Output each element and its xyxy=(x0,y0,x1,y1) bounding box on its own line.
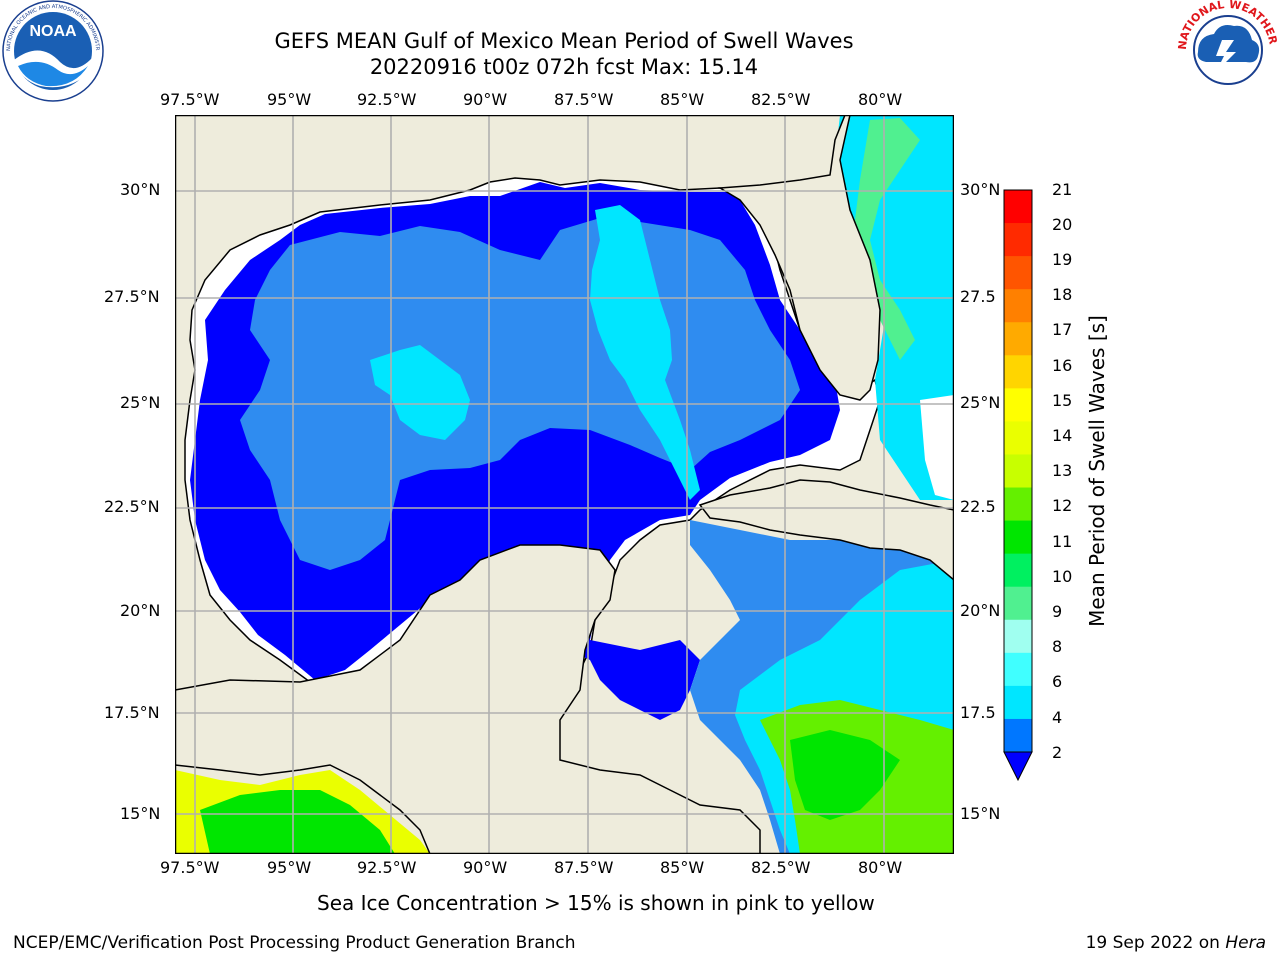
colorbar-tick: 15 xyxy=(1052,391,1073,410)
lat-label: 25°N xyxy=(960,393,1001,412)
chart-subtitle: 20220916 t00z 072h fcst Max: 15.14 xyxy=(369,55,759,79)
colorbar-tick: 2 xyxy=(1052,743,1063,762)
noaa-logo: NOAA NATIONAL OCEANIC AND ATMOSPHERIC AD… xyxy=(0,0,106,104)
svg-text:NOAA: NOAA xyxy=(29,23,77,40)
colorbar-block xyxy=(1004,454,1032,489)
colorbar-block xyxy=(1004,652,1032,687)
colorbar-block xyxy=(1004,355,1032,389)
colorbar-block xyxy=(1004,520,1032,555)
colorbar-tick: 6 xyxy=(1052,672,1063,691)
colorbar-tick: 9 xyxy=(1052,602,1063,621)
footer-date-text: 19 Sep 2022 on xyxy=(1085,933,1226,953)
footer-host: Hera xyxy=(1225,933,1266,953)
lon-label: 92.5°W xyxy=(357,90,417,109)
colorbar-tick: 10 xyxy=(1052,567,1073,586)
colorbar xyxy=(1003,189,1033,782)
colorbar-frame xyxy=(1003,189,1033,753)
colorbar-tick: 16 xyxy=(1052,356,1073,375)
lat-label: 20°N xyxy=(120,601,161,620)
footer-date: 19 Sep 2022 on Hera xyxy=(1086,933,1266,953)
colorbar-block xyxy=(1004,487,1032,522)
lon-label: 97.5°W xyxy=(160,858,220,877)
lon-label: 87.5°W xyxy=(554,90,614,109)
lat-label: 30°N xyxy=(960,180,1001,199)
lon-label: 90°W xyxy=(463,90,508,109)
lon-label: 92.5°W xyxy=(357,858,417,877)
lat-label: 25°N xyxy=(120,393,161,412)
colorbar-tick: 12 xyxy=(1052,496,1073,515)
colorbar-extend-arrow xyxy=(1003,751,1033,782)
cuba xyxy=(698,479,954,581)
yucatan xyxy=(175,544,761,854)
colorbar-tick: 14 xyxy=(1052,426,1073,445)
lat-label: 27.5 xyxy=(960,287,996,306)
colorbar-label: Mean Period of Swell Waves [s] xyxy=(1085,315,1109,627)
chart-title: GEFS MEAN Gulf of Mexico Mean Period of … xyxy=(274,29,854,53)
colorbar-tick: 4 xyxy=(1052,708,1063,727)
florida xyxy=(717,115,881,401)
swell-fill-pacific-green xyxy=(200,790,395,854)
lat-label: 17.5°N xyxy=(104,703,160,722)
sea-ice-note: Sea Ice Concentration > 15% is shown in … xyxy=(317,891,875,915)
lon-label: 95°W xyxy=(267,90,312,109)
lon-label: 85°W xyxy=(660,858,705,877)
colorbar-block xyxy=(1004,190,1032,224)
lon-label: 90°W xyxy=(463,858,508,877)
colorbar-tick: 18 xyxy=(1052,285,1073,304)
colorbar-tick: 17 xyxy=(1052,320,1073,339)
colorbar-tick: 19 xyxy=(1052,250,1073,269)
map-frame xyxy=(175,115,954,854)
lon-label: 82.5°W xyxy=(751,90,811,109)
colorbar-tick: 21 xyxy=(1052,180,1073,199)
swell-fill-6s xyxy=(590,205,700,500)
lat-label: 20°N xyxy=(960,601,1001,620)
lat-label: 27.5°N xyxy=(104,287,160,306)
lat-label: 22.5 xyxy=(960,497,996,516)
colorbar-block xyxy=(1004,718,1032,753)
colorbar-block xyxy=(1004,289,1032,323)
colorbar-block xyxy=(1004,388,1032,422)
lat-label: 17.5 xyxy=(960,703,996,722)
lat-label: 30°N xyxy=(120,180,161,199)
lon-label: 85°W xyxy=(660,90,705,109)
colorbar-block xyxy=(1004,256,1032,290)
colorbar-block xyxy=(1004,685,1032,720)
colorbar-tick: 11 xyxy=(1052,532,1073,551)
swell-fill-caribbean-lgreen xyxy=(790,730,900,820)
colorbar-tick: 20 xyxy=(1052,215,1073,234)
colorbar-block xyxy=(1004,223,1032,257)
colorbar-tick: 13 xyxy=(1052,461,1073,480)
colorbar-block xyxy=(1004,586,1032,621)
graticule xyxy=(175,115,954,854)
island xyxy=(920,395,954,500)
lat-label: 22.5°N xyxy=(104,497,160,516)
lat-label: 15°N xyxy=(120,804,161,823)
lon-label: 87.5°W xyxy=(554,858,614,877)
lon-label: 95°W xyxy=(267,858,312,877)
lon-label: 80°W xyxy=(858,858,903,877)
colorbar-block xyxy=(1004,421,1032,455)
lon-label: 80°W xyxy=(858,90,903,109)
colorbar-block xyxy=(1004,553,1032,588)
lat-label: 15°N xyxy=(960,804,1001,823)
lon-label: 82.5°W xyxy=(751,858,811,877)
nws-logo: NATIONAL WEATHER SERVICE xyxy=(1172,0,1280,104)
colorbar-block xyxy=(1004,322,1032,356)
swell-fill-6s xyxy=(370,345,470,440)
lon-label: 97.5°W xyxy=(160,90,220,109)
footer-org: NCEP/EMC/Verification Post Processing Pr… xyxy=(13,933,576,953)
colorbar-block xyxy=(1004,619,1032,654)
gulf-map xyxy=(175,115,954,854)
colorbar-tick: 8 xyxy=(1052,637,1063,656)
